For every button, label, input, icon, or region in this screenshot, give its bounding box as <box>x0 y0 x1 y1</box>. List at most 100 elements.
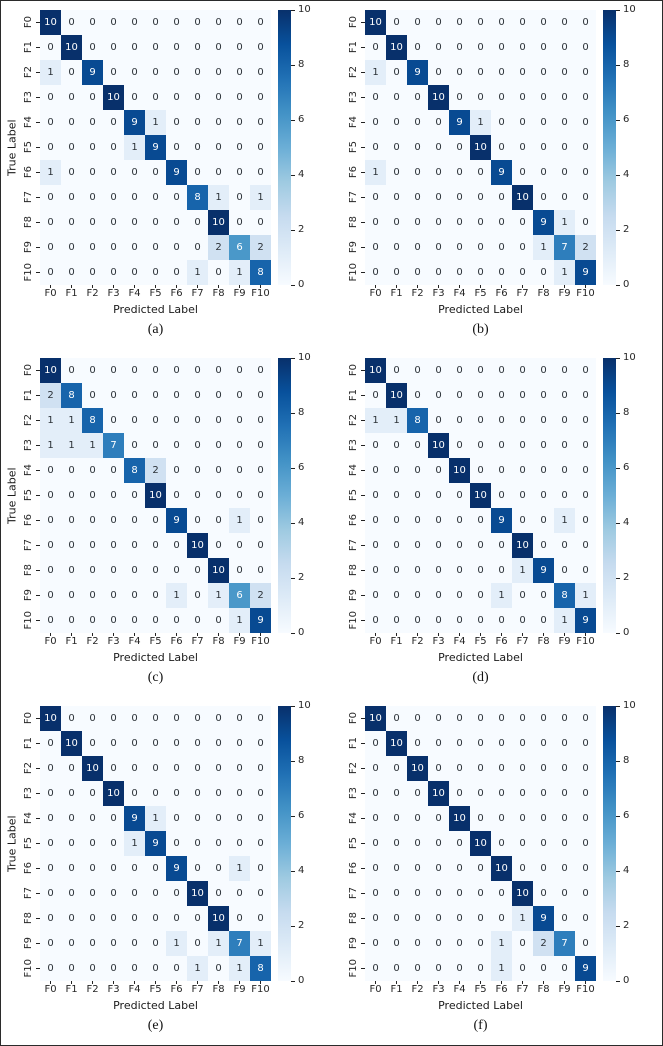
heatmap-cell: 0 <box>103 956 124 981</box>
heatmap-cell: 0 <box>365 508 386 533</box>
heatmap-cell: 0 <box>82 185 103 210</box>
heatmap-cell: 0 <box>470 10 491 35</box>
heatmap-cell: 0 <box>208 731 229 756</box>
heatmap-cell: 0 <box>82 781 103 806</box>
heatmap-cell: 0 <box>512 583 533 608</box>
heatmap-cell: 0 <box>145 706 166 731</box>
heatmap-cell: 0 <box>449 781 470 806</box>
heatmap-cell: 0 <box>40 260 61 285</box>
heatmap-cell: 0 <box>428 60 449 85</box>
heatmap-cell: 9 <box>250 608 271 633</box>
heatmap-cell: 0 <box>103 110 124 135</box>
heatmap-cell: 0 <box>40 931 61 956</box>
heatmap-cell: 0 <box>229 10 250 35</box>
heatmap-cell: 0 <box>512 483 533 508</box>
heatmap-cell: 0 <box>386 706 407 731</box>
heatmap-cell: 0 <box>103 558 124 583</box>
x-tick-label: F1 <box>386 285 407 301</box>
x-ticks: F0 F1 F2 F3 F4 F5 F6 F7 F8 F9 F10 <box>40 633 271 649</box>
heatmap-cell: 0 <box>250 358 271 383</box>
heatmap-cell: 0 <box>407 210 428 235</box>
heatmap-cell: 0 <box>491 806 512 831</box>
heatmap-cell: 0 <box>82 583 103 608</box>
heatmap-cell: 0 <box>187 433 208 458</box>
heatmap-cell: 0 <box>61 458 82 483</box>
heatmap-cell: 0 <box>82 558 103 583</box>
heatmap-cell: 0 <box>40 458 61 483</box>
colorbar-tick-mark <box>616 705 620 707</box>
heatmap-cell: 0 <box>61 358 82 383</box>
heatmap-cell: 0 <box>40 533 61 558</box>
heatmap-cell: 0 <box>124 558 145 583</box>
heatmap-cell: 0 <box>470 881 491 906</box>
colorbar-tick-label: 4 <box>298 517 305 528</box>
heatmap-cell: 0 <box>61 706 82 731</box>
heatmap-cell: 0 <box>491 260 512 285</box>
heatmap-cell: 0 <box>103 856 124 881</box>
y-tick-mark <box>361 247 365 248</box>
heatmap-cell: 0 <box>61 558 82 583</box>
heatmap-cell: 0 <box>124 235 145 260</box>
colorbar-tick-mark <box>291 284 295 286</box>
heatmap-cell: 0 <box>533 756 554 781</box>
x-tick-mark <box>50 981 51 984</box>
y-axis-label: True Label <box>5 467 19 524</box>
heatmap-cell: 0 <box>166 731 187 756</box>
heatmap-cell: 0 <box>533 85 554 110</box>
y-tick-label: F10 <box>20 956 40 981</box>
heatmap-cell: 0 <box>82 608 103 633</box>
heatmap-cell: 0 <box>491 135 512 160</box>
heatmap-cell: 0 <box>407 260 428 285</box>
heatmap-cell: 1 <box>575 583 596 608</box>
colorbar-tick: 2 <box>291 224 304 236</box>
x-tick-label: F2 <box>407 285 428 301</box>
x-tick-mark <box>522 285 523 288</box>
y-tick-mark <box>36 470 40 471</box>
heatmap-cell: 0 <box>386 856 407 881</box>
heatmap-cell: 1 <box>554 210 575 235</box>
heatmap-cell: 0 <box>491 881 512 906</box>
heatmap-cell: 0 <box>208 383 229 408</box>
y-ticks: F0 F1 F2 F3 F4 F5 F6 F7 F8 F9 F10 <box>345 706 365 981</box>
colorbar-tick-mark <box>291 760 295 762</box>
heatmap-cell: 0 <box>61 110 82 135</box>
heatmap-cell: 0 <box>229 558 250 583</box>
colorbar-tick-mark <box>616 412 620 414</box>
heatmap-cell: 0 <box>166 358 187 383</box>
heatmap-cell: 0 <box>187 781 208 806</box>
heatmap-cell: 0 <box>491 10 512 35</box>
heatmap-cell: 0 <box>407 856 428 881</box>
y-tick-mark <box>361 893 365 894</box>
heatmap-cell: 1 <box>365 160 386 185</box>
y-tick-mark <box>361 868 365 869</box>
heatmap-cell: 10 <box>470 483 491 508</box>
heatmap-cell: 0 <box>491 781 512 806</box>
x-tick-mark <box>92 633 93 636</box>
heatmap-cell: 0 <box>575 185 596 210</box>
heatmap-cell: 8 <box>187 185 208 210</box>
heatmap-cell: 0 <box>554 35 575 60</box>
heatmap-cell: 0 <box>124 756 145 781</box>
heatmap-cell: 0 <box>428 235 449 260</box>
colorbar-tick-label: 10 <box>298 352 311 363</box>
heatmap-cell: 0 <box>145 433 166 458</box>
x-tick-mark <box>438 285 439 288</box>
heatmap-cell: 0 <box>145 10 166 35</box>
heatmap-cell: 0 <box>470 731 491 756</box>
heatmap-cell: 0 <box>229 85 250 110</box>
y-tick-mark <box>36 718 40 719</box>
x-tick-mark <box>417 633 418 636</box>
subplot-caption: (d) <box>472 670 489 685</box>
heatmap-cell: 0 <box>470 210 491 235</box>
heatmap-cell: 0 <box>575 85 596 110</box>
colorbar-tick: 6 <box>616 114 629 126</box>
heatmap-cell: 7 <box>103 433 124 458</box>
x-tick-mark <box>543 981 544 984</box>
colorbar-tick-mark <box>616 174 620 176</box>
heatmap-cell: 0 <box>491 110 512 135</box>
heatmap-cell: 0 <box>166 235 187 260</box>
heatmap-cell: 1 <box>491 583 512 608</box>
heatmap-cell: 0 <box>82 358 103 383</box>
heatmap-cell: 0 <box>166 60 187 85</box>
colorbar-tick-mark <box>291 980 295 982</box>
